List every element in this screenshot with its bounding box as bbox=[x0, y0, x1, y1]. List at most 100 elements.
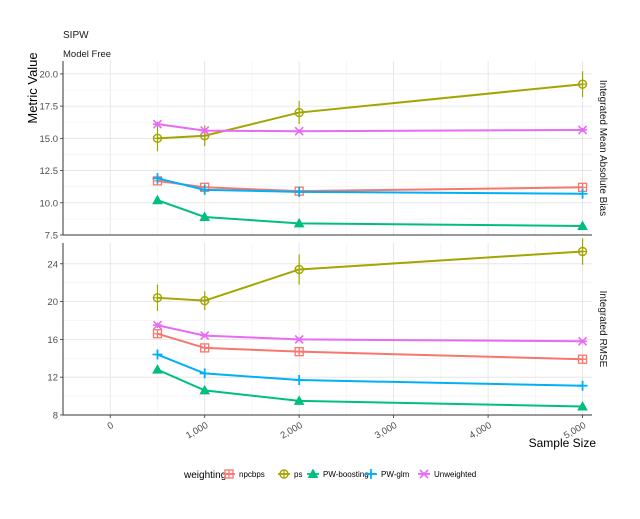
series-unweighted bbox=[152, 320, 588, 346]
data-point-cross bbox=[200, 296, 209, 305]
data-point bbox=[199, 384, 211, 395]
data-point-cross bbox=[295, 347, 304, 356]
chart-title: SIPW bbox=[63, 30, 89, 41]
legend-item-ps: ps bbox=[278, 469, 302, 479]
strip-background bbox=[592, 61, 612, 235]
series-ps bbox=[152, 238, 588, 312]
data-point-cross bbox=[153, 134, 162, 143]
legend-key-marker bbox=[366, 469, 376, 479]
data-point-cross bbox=[153, 293, 162, 302]
strip-background bbox=[592, 243, 612, 415]
x-tick-label: 4,000 bbox=[467, 420, 493, 441]
x-tick-label: 1,000 bbox=[184, 420, 210, 441]
data-point bbox=[152, 320, 163, 330]
data-point bbox=[199, 211, 211, 221]
data-point bbox=[577, 380, 588, 391]
data-point bbox=[152, 194, 163, 205]
chart-subtitle: Model Free bbox=[63, 49, 111, 60]
legend-key-marker-cross bbox=[280, 470, 288, 478]
data-point-cross bbox=[295, 108, 304, 117]
strip-label: Integrated Mean Absolute Bias bbox=[597, 80, 608, 216]
series-line bbox=[157, 177, 583, 195]
data-point bbox=[294, 126, 304, 136]
series-unweighted bbox=[152, 119, 588, 136]
data-point-cross bbox=[200, 343, 209, 352]
legend-key-marker-cross bbox=[225, 470, 233, 478]
data-point bbox=[152, 119, 163, 129]
x-tick-label: 0 bbox=[106, 420, 116, 432]
x-axis-label: Sample Size bbox=[529, 436, 597, 450]
y-tick-label: 12 bbox=[47, 373, 58, 384]
legend-item-pw-glm: PW-glm bbox=[365, 469, 410, 479]
series-pw-glm bbox=[152, 349, 588, 391]
panel-background bbox=[63, 243, 592, 415]
legend-label: PW-boosting bbox=[323, 470, 369, 479]
series-pw-glm bbox=[152, 173, 588, 199]
series-npcbps bbox=[152, 329, 588, 364]
legend-title: weighting bbox=[183, 470, 226, 481]
data-point bbox=[152, 349, 163, 360]
data-point bbox=[293, 217, 305, 228]
legend-label: npcbps bbox=[239, 470, 265, 479]
series-line bbox=[157, 332, 583, 361]
panel-1: 7.5 10.0 12.5 15.0 17.5 20.0 Integrated Mean A… bbox=[40, 61, 612, 242]
legend-label: PW-glm bbox=[381, 470, 410, 479]
series-pw-boosting bbox=[152, 194, 588, 230]
x-tick-label: 3,000 bbox=[373, 420, 399, 441]
y-tick-label: 24 bbox=[47, 259, 58, 270]
data-point-cross bbox=[578, 355, 587, 364]
panel-background bbox=[63, 61, 592, 235]
data-point-cross bbox=[578, 247, 587, 256]
data-point bbox=[294, 186, 305, 197]
series-pw-boosting bbox=[152, 364, 588, 411]
data-point bbox=[152, 364, 163, 374]
series-line bbox=[157, 199, 583, 227]
series-ps bbox=[152, 71, 588, 152]
strip-label: Integrated RMSE bbox=[597, 291, 608, 368]
y-tick-label: 7.5 bbox=[45, 231, 58, 242]
series-line bbox=[157, 250, 583, 302]
y-axis-label: Metric Value bbox=[25, 52, 40, 123]
series-line bbox=[157, 123, 583, 133]
legend: weighting npcbps ps PW-boosting PW-glm Unwei… bbox=[183, 468, 476, 481]
series-line bbox=[157, 353, 583, 387]
data-point bbox=[200, 331, 210, 341]
data-point bbox=[200, 126, 210, 136]
y-tick-label: 20.0 bbox=[40, 69, 59, 80]
panels-group: 7.5 10.0 12.5 15.0 17.5 20.0 Integrated Mean A… bbox=[40, 61, 612, 422]
y-tick-label: 8 bbox=[53, 411, 58, 422]
data-point bbox=[152, 173, 163, 184]
y-tick-label: 12.5 bbox=[40, 166, 59, 177]
legend-key-marker bbox=[307, 468, 319, 478]
legend-item-pw-boosting: PW-boosting bbox=[307, 468, 369, 479]
data-point bbox=[577, 125, 588, 135]
data-point bbox=[199, 368, 210, 379]
data-point bbox=[293, 395, 305, 405]
y-tick-label: 15.0 bbox=[40, 134, 59, 145]
legend-label: ps bbox=[294, 470, 302, 479]
data-point bbox=[577, 188, 588, 199]
data-point bbox=[577, 400, 588, 411]
legend-item-unweighted: Unweighted bbox=[418, 469, 476, 479]
series-line bbox=[157, 324, 583, 343]
data-point bbox=[577, 220, 588, 230]
data-point bbox=[294, 334, 304, 344]
x-axis: 0 1,000 2,000 3,000 4,000 5,000 bbox=[106, 415, 588, 441]
data-point bbox=[294, 375, 305, 386]
y-tick-label: 17.5 bbox=[40, 102, 59, 113]
legend-items: npcbps ps PW-boosting PW-glm Unweighted bbox=[223, 468, 476, 479]
y-tick-label: 20 bbox=[47, 297, 58, 308]
data-point-cross bbox=[295, 265, 304, 274]
panel-2: 8 12 16 20 24 Integrated RMSE bbox=[47, 238, 612, 422]
y-tick-label: 10.0 bbox=[40, 198, 59, 209]
data-point bbox=[577, 336, 588, 346]
data-point-cross bbox=[153, 329, 162, 338]
legend-key-marker bbox=[419, 469, 429, 479]
y-tick-label: 16 bbox=[47, 335, 58, 346]
series-line bbox=[157, 83, 583, 140]
data-point bbox=[199, 184, 210, 195]
x-tick-label: 2,000 bbox=[279, 420, 305, 441]
data-point-cross bbox=[578, 80, 587, 89]
